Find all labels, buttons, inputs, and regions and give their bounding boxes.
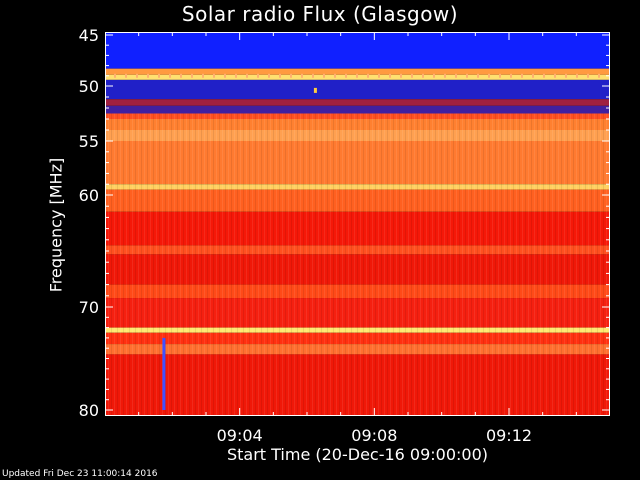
spectrogram-texture <box>105 113 610 416</box>
y-tick-label: 50 <box>79 77 99 96</box>
x-axis-label: Start Time (20-Dec-16 09:00:00) <box>226 445 489 464</box>
y-tick-label: 80 <box>79 401 99 420</box>
band-top <box>105 32 610 35</box>
chart-title: Solar radio Flux (Glasgow) <box>181 2 459 26</box>
x-tick-label: 09:08 <box>351 426 397 445</box>
spectrogram-artifact <box>162 337 166 410</box>
x-tick-label: 09:12 <box>486 426 532 445</box>
spectrogram-artifacts <box>162 87 317 410</box>
spectrogram-band <box>105 105 610 114</box>
spectrogram-band <box>105 35 610 69</box>
y-axis: 45 50 55 60 70 80 <box>79 26 610 420</box>
updated-timestamp: Updated Fri Dec 23 11:00:14 2016 <box>2 469 158 479</box>
x-axis: 09:04 09:08 09:12 <box>138 32 577 445</box>
spectrogram-band <box>105 79 610 100</box>
x-tick-label: 09:04 <box>217 426 263 445</box>
interference-dot-row <box>105 73 610 78</box>
spectrogram-band <box>105 68 610 75</box>
spectrogram-band <box>105 99 610 106</box>
y-tick-label: 45 <box>79 26 99 45</box>
y-tick-label: 70 <box>79 298 99 317</box>
y-axis-label: Frequency [MHz] <box>46 157 66 293</box>
y-tick-label: 55 <box>79 132 99 151</box>
plot-frame <box>105 32 610 416</box>
y-tick-label: 60 <box>79 186 99 205</box>
spectrogram-marker <box>313 87 317 93</box>
